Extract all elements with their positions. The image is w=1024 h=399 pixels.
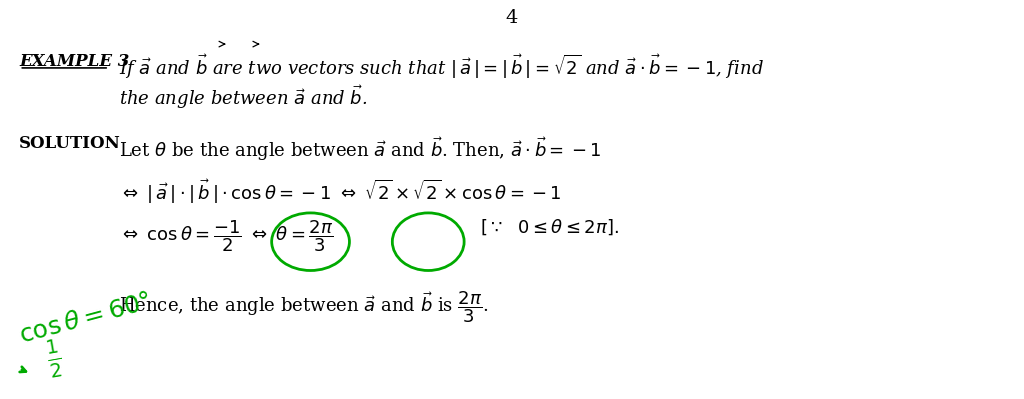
Text: EXAMPLE 3: EXAMPLE 3 bbox=[19, 53, 130, 70]
Text: Let $\theta$ be the angle between $\vec{a}$ and $\vec{b}$. Then, $\vec{a}\cdot\v: Let $\theta$ be the angle between $\vec{… bbox=[119, 135, 601, 163]
Text: $\Leftrightarrow\ |\,\vec{a}\,|\cdot|\,\vec{b}\,|\cdot\cos\theta=-1\ \Leftrighta: $\Leftrightarrow\ |\,\vec{a}\,|\cdot|\,\… bbox=[119, 178, 562, 206]
Text: $[\because\ \ 0\leq\theta\leq 2\pi].$: $[\because\ \ 0\leq\theta\leq 2\pi].$ bbox=[480, 218, 618, 237]
Text: $\cos\theta=60°$: $\cos\theta=60°$ bbox=[16, 289, 154, 348]
Text: Hence, the angle between $\vec{a}$ and $\vec{b}$ is $\dfrac{2\pi}{3}$.: Hence, the angle between $\vec{a}$ and $… bbox=[119, 289, 488, 325]
Text: If $\vec{a}$ and $\vec{b}$ are two vectors such that $|\,\vec{a}\,|=|\,\vec{b}\,: If $\vec{a}$ and $\vec{b}$ are two vecto… bbox=[119, 53, 764, 81]
Text: $\Leftrightarrow\ \cos\theta=\dfrac{-1}{2}\ \Leftrightarrow\ \theta=\dfrac{2\pi}: $\Leftrightarrow\ \cos\theta=\dfrac{-1}{… bbox=[119, 218, 334, 253]
Text: $\frac{1}{2}$: $\frac{1}{2}$ bbox=[43, 337, 65, 381]
Text: SOLUTION: SOLUTION bbox=[19, 135, 121, 152]
Text: the angle between $\vec{a}$ and $\vec{b}$.: the angle between $\vec{a}$ and $\vec{b}… bbox=[119, 83, 368, 111]
Text: 4: 4 bbox=[506, 9, 518, 28]
